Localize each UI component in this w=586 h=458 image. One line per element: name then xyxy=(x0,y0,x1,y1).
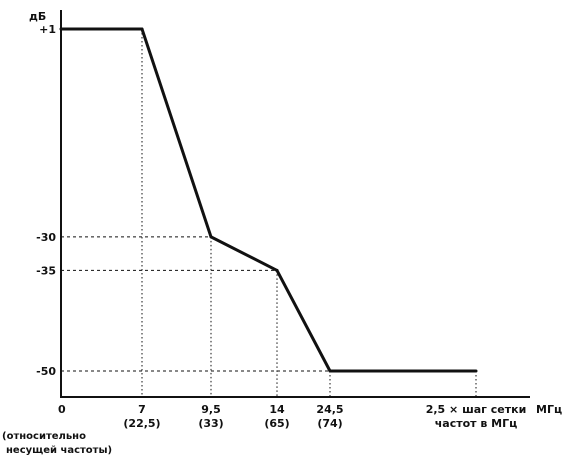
data-point-4 xyxy=(328,369,332,373)
y-tick-label: -50 xyxy=(36,365,56,378)
x-tick-label: 0 xyxy=(58,403,66,416)
data-points xyxy=(59,27,478,373)
y-tick-label: -35 xyxy=(36,264,56,277)
data-point-5 xyxy=(474,369,478,373)
x-tick-label: 24,5 xyxy=(316,403,343,416)
y-axis-label: дБ xyxy=(29,10,46,23)
y-tick-label: +1 xyxy=(39,23,56,36)
series-line xyxy=(61,27,476,373)
x-tick-label: 7 xyxy=(138,403,146,416)
data-point-0 xyxy=(59,27,63,31)
y-tick-labels: +1 -30 -35 -50 xyxy=(36,23,56,378)
x-origin-note-line1: (относительно xyxy=(2,431,86,442)
x-tick-sublabel: частот в МГц xyxy=(435,417,518,430)
data-point-3 xyxy=(275,268,279,272)
x-origin-note-line2: несущей частоты) xyxy=(6,445,112,456)
x-axis-label: МГц xyxy=(536,403,562,416)
data-point-2 xyxy=(209,235,213,239)
x-tick-label: 2,5 × шаг сетки xyxy=(426,403,527,416)
x-tick-sublabel: (33) xyxy=(198,417,223,430)
data-point-1 xyxy=(140,27,144,31)
x-tick-label: 9,5 xyxy=(201,403,221,416)
x-tick-sublabel: (22,5) xyxy=(123,417,160,430)
x-tick-sublabel: (74) xyxy=(317,417,342,430)
guide-lines xyxy=(61,29,477,397)
x-tick-label: 14 xyxy=(269,403,285,416)
x-tick-sublabel: (65) xyxy=(264,417,289,430)
x-tick-labels: 0 7 9,5 14 24,5 2,5 × шаг сетки (22,5) (33) (65)… xyxy=(58,403,526,430)
y-tick-label: -30 xyxy=(36,231,56,244)
